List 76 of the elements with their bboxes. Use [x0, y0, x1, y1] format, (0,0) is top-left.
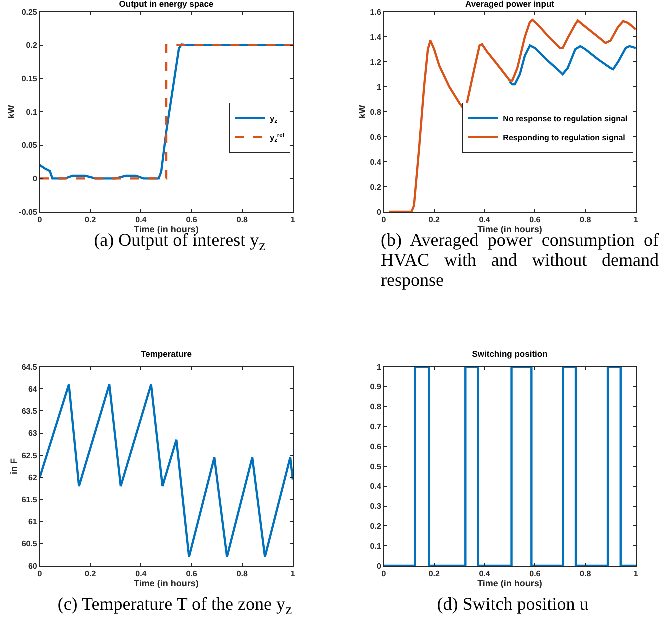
- y-tick-label: 0.7: [370, 422, 382, 432]
- text: (d) Switch position u: [436, 594, 590, 614]
- x-tick-label: 0.4: [136, 216, 148, 225]
- y-tick-label: 0.15: [22, 74, 38, 84]
- x-tick-label: 0.8: [236, 570, 249, 579]
- y-tick-label: 0.6: [370, 132, 382, 142]
- y-tick-label: 0.9: [370, 382, 382, 392]
- y-tick-label: 0.8: [370, 402, 382, 412]
- x-tick-label: 0.8: [580, 216, 592, 225]
- y-axis-title: kW: [358, 104, 368, 119]
- y-tick-label: 0: [376, 208, 382, 217]
- y-tick-label: 1: [376, 82, 382, 92]
- x-axis-title: Time (in hours): [478, 224, 542, 235]
- chart-title: Averaged power input: [466, 0, 555, 9]
- x-axis-title: Time (in hours): [134, 224, 199, 235]
- x-tick-label: 0.2: [428, 216, 441, 225]
- legend-label: Responding to regulation signal: [503, 133, 626, 142]
- y-tick-label: 0.4: [370, 482, 382, 492]
- y-tick-label: 63.5: [22, 407, 38, 416]
- chart-title: Output in energy space: [119, 0, 214, 9]
- y-tick-label: 0.6: [370, 442, 382, 452]
- x-tick-label: 0.2: [85, 570, 97, 579]
- y-tick-label: 1: [376, 362, 382, 372]
- x-tick-label: 0.2: [428, 570, 441, 579]
- x-tick-label: 0.4: [479, 216, 491, 225]
- y-tick-label: 1.4: [370, 32, 382, 42]
- y-axis-title: kW: [6, 104, 17, 119]
- y-tick-label: 0: [376, 562, 382, 571]
- y-tick-label: 0.2: [26, 41, 38, 50]
- chart-title: Temperature: [141, 348, 192, 359]
- x-tick-label: 0.4: [136, 570, 148, 579]
- text: (c) Temperature T of the zone y$_{z}$: [56, 594, 294, 621]
- line-series: [388, 19, 636, 212]
- y-tick-label: 60: [28, 562, 38, 571]
- y-tick-label: 64.5: [22, 362, 38, 372]
- y-tick-label: 0.4: [370, 158, 382, 167]
- line-series: [508, 44, 636, 86]
- y-tick-label: 0: [32, 174, 38, 184]
- x-tick-label: 1: [634, 216, 639, 225]
- y-tick-label: 60.5: [22, 540, 38, 549]
- y-tick-label: 0.05: [22, 141, 38, 150]
- x-tick-label: 0.8: [580, 570, 592, 579]
- x-tick-label: 1: [290, 570, 296, 579]
- chart-title: Switching position: [472, 348, 548, 359]
- x-axis-title: Time (in hours): [134, 578, 199, 589]
- x-tick-label: 1: [634, 570, 639, 579]
- y-tick-label: 62: [28, 473, 38, 482]
- y-tick-label: 1.6: [370, 8, 382, 17]
- x-tick-label: 0.6: [186, 216, 198, 225]
- y-tick-label: 1.2: [370, 58, 382, 67]
- x-tick-label: 0.6: [530, 216, 542, 225]
- y-tick-label: 0.1: [26, 108, 38, 117]
- x-tick-label: 0.6: [530, 570, 542, 579]
- y-tick-label: 0.5: [370, 462, 382, 472]
- x-tick-label: 0.6: [186, 570, 198, 579]
- y-tick-label: 0.8: [370, 108, 382, 117]
- y-tick-label: 0.25: [22, 8, 38, 17]
- y-tick-label: 61.5: [22, 495, 38, 504]
- legend-label: y$_{z}$: [270, 114, 278, 125]
- x-tick-label: 0.8: [236, 216, 249, 225]
- x-tick-label: 1: [290, 216, 296, 225]
- y-tick-label: 0.3: [370, 502, 382, 512]
- x-tick-label: 0.4: [479, 570, 491, 579]
- x-axis-title: Time (in hours): [478, 578, 542, 589]
- y-tick-label: 0.2: [370, 182, 382, 192]
- y-tick-label: 0.2: [370, 522, 382, 531]
- y-tick-label: 63: [28, 429, 38, 438]
- y-tick-label: -0.05: [19, 208, 38, 217]
- line-series: [40, 384, 293, 558]
- legend-label: No response to regulation signal: [503, 114, 628, 124]
- y-tick-label: 61: [28, 518, 38, 527]
- y-tick-label: 62.5: [22, 451, 38, 460]
- x-tick-label: 0.2: [85, 216, 97, 225]
- y-tick-label: 0.1: [370, 542, 382, 551]
- y-tick-label: 64: [28, 384, 38, 394]
- y-axis-title: in F: [9, 458, 20, 474]
